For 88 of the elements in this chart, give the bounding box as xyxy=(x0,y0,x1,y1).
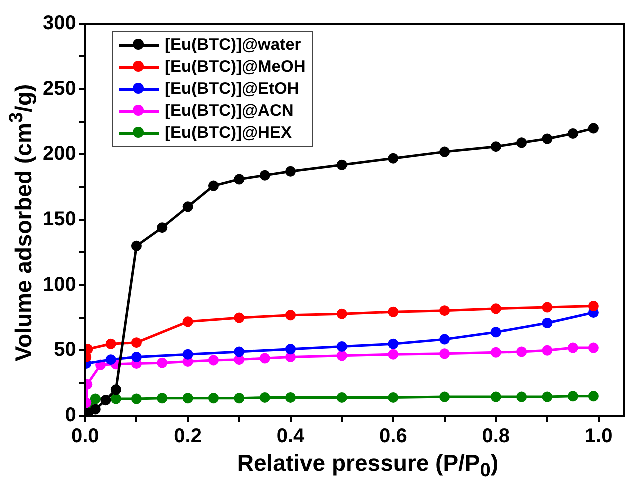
point xyxy=(388,306,399,318)
point xyxy=(286,166,296,177)
x-tick-label: 1.0 xyxy=(584,426,613,448)
point xyxy=(286,392,296,403)
point xyxy=(588,391,599,402)
point xyxy=(516,138,528,148)
point xyxy=(157,222,168,234)
point xyxy=(208,393,219,404)
y-tick-label: 100 xyxy=(42,274,76,296)
y-tick-label: 0 xyxy=(65,404,76,427)
point xyxy=(542,392,553,402)
point xyxy=(90,404,101,415)
point xyxy=(182,393,194,404)
point xyxy=(336,341,348,352)
point xyxy=(100,395,112,406)
legend-label: [Eu(BTC)]@water xyxy=(165,36,302,54)
point xyxy=(440,146,450,158)
point xyxy=(388,349,399,360)
point xyxy=(490,392,502,402)
point xyxy=(131,352,142,362)
y-tick-label: 300 xyxy=(42,12,76,35)
point xyxy=(490,142,502,152)
point xyxy=(440,334,450,345)
y-tick-label: 50 xyxy=(54,339,76,362)
point xyxy=(234,393,245,404)
point xyxy=(588,300,599,312)
legend-label: [Eu(BTC)]@MeOH xyxy=(165,58,306,76)
point xyxy=(208,180,219,192)
point xyxy=(286,310,296,321)
legend-label: [Eu(BTC)]@ACN xyxy=(165,102,294,120)
y-tick-label: 150 xyxy=(42,208,76,231)
point xyxy=(336,308,348,320)
point xyxy=(490,347,502,358)
point xyxy=(286,352,296,362)
point xyxy=(234,174,245,185)
point xyxy=(234,346,245,358)
point xyxy=(131,394,142,404)
point xyxy=(234,354,245,366)
point xyxy=(388,338,399,350)
point xyxy=(131,240,142,252)
point xyxy=(286,344,296,355)
point xyxy=(542,345,553,356)
point xyxy=(516,392,528,402)
point xyxy=(440,392,450,402)
point xyxy=(234,312,245,324)
point xyxy=(336,160,348,170)
point xyxy=(490,327,502,338)
point xyxy=(490,304,502,314)
point xyxy=(208,355,219,366)
point xyxy=(110,394,122,404)
point xyxy=(516,346,528,358)
point xyxy=(182,349,194,360)
point xyxy=(336,350,348,362)
legend-label: [Eu(BTC)]@EtOH xyxy=(165,80,300,98)
point xyxy=(440,306,450,316)
point xyxy=(106,354,116,366)
point xyxy=(440,348,450,360)
point xyxy=(542,302,553,313)
x-tick-label: 0.8 xyxy=(482,426,510,448)
point xyxy=(542,134,553,144)
x-tick-label: 0.0 xyxy=(71,426,100,448)
point xyxy=(157,393,168,404)
x-axis-title: Relative pressure (P/P$_{0}$) xyxy=(236,450,500,483)
point xyxy=(110,384,122,396)
y-tick-label: 200 xyxy=(42,143,76,166)
point xyxy=(260,170,270,181)
point xyxy=(157,358,168,368)
point xyxy=(106,338,116,350)
point xyxy=(568,128,578,140)
point xyxy=(388,392,399,403)
point xyxy=(568,342,578,354)
x-tick-label: 0.6 xyxy=(380,426,408,448)
point xyxy=(588,342,599,354)
point xyxy=(542,318,553,328)
point xyxy=(260,353,270,364)
point xyxy=(131,338,142,348)
legend-label: [Eu(BTC)]@HEX xyxy=(165,124,292,142)
point xyxy=(182,202,194,212)
y-tick-label: 250 xyxy=(42,78,76,100)
point xyxy=(90,394,101,404)
point xyxy=(182,316,194,328)
point xyxy=(388,153,399,164)
x-tick-label: 0.2 xyxy=(174,426,202,448)
point xyxy=(336,392,348,403)
x-tick-label: 0.4 xyxy=(276,426,306,448)
point xyxy=(260,392,270,403)
point xyxy=(568,391,578,402)
point xyxy=(588,123,599,134)
